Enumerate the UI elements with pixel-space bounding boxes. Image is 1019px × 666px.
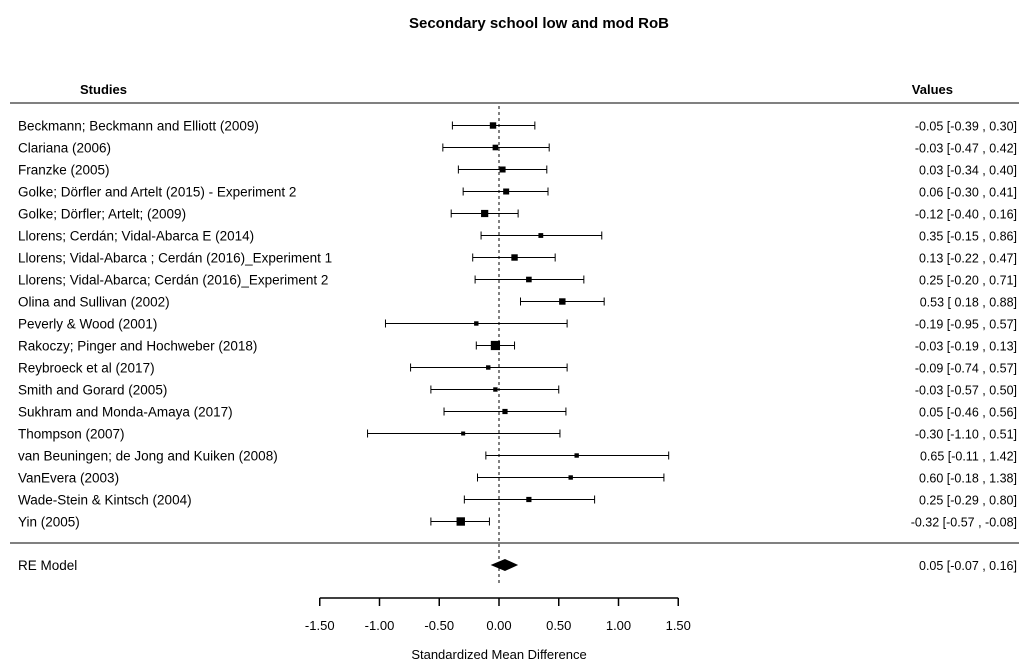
x-tick-label: -1.50 bbox=[305, 618, 335, 633]
study-row: Llorens; Cerdán; Vidal-Abarca E (2014) 0.… bbox=[18, 229, 1017, 244]
study-value-text: 0.25 [-0.20 , 0.71] bbox=[919, 274, 1017, 288]
point-estimate-square bbox=[574, 453, 579, 458]
study-label: Golke; Dörfler; Artelt; (2009) bbox=[18, 207, 186, 222]
study-value-text: 0.03 [-0.34 , 0.40] bbox=[919, 164, 1017, 178]
study-value-text: -0.30 [-1.10 , 0.51] bbox=[915, 428, 1017, 442]
point-estimate-square bbox=[568, 475, 573, 480]
study-row: Golke; Dörfler and Artelt (2015) - Exper… bbox=[18, 185, 1017, 200]
point-estimate-square bbox=[481, 209, 489, 218]
study-row: Llorens; Vidal-Abarca; Cerdán (2016)_Exp… bbox=[18, 273, 1017, 288]
study-label: Yin (2005) bbox=[18, 515, 80, 530]
study-row: VanEvera (2003) 0.60 [-0.18 , 1.38] bbox=[18, 471, 1017, 486]
point-estimate-square bbox=[526, 496, 532, 503]
study-label: Franzke (2005) bbox=[18, 163, 110, 178]
point-estimate-square bbox=[492, 144, 499, 151]
study-value-text: 0.65 [-0.11 , 1.42] bbox=[920, 450, 1017, 464]
study-value-text: -0.19 [-0.95 , 0.57] bbox=[915, 318, 1017, 332]
study-label: Reybroeck et al (2017) bbox=[18, 361, 155, 376]
study-label: Wade-Stein & Kintsch (2004) bbox=[18, 493, 192, 508]
study-row: Thompson (2007) -0.30 [-1.10 , 0.51] bbox=[18, 427, 1017, 442]
study-value-text: 0.53 [ 0.18 , 0.88] bbox=[920, 296, 1017, 310]
summary-row: RE Model 0.05 [-0.07 , 0.16] bbox=[18, 558, 1017, 573]
study-value-text: 0.13 [-0.22 , 0.47] bbox=[919, 252, 1017, 266]
summary-label: RE Model bbox=[18, 558, 77, 573]
x-axis-label: Standardized Mean Difference bbox=[411, 647, 586, 661]
point-estimate-square bbox=[490, 340, 501, 351]
study-value-text: -0.03 [-0.47 , 0.42] bbox=[915, 142, 1017, 156]
x-tick-label: 1.50 bbox=[666, 618, 691, 633]
study-row: Peverly & Wood (2001) -0.19 [-0.95 , 0.57… bbox=[18, 317, 1017, 332]
x-tick-label: 0.50 bbox=[546, 618, 571, 633]
study-label: Smith and Gorard (2005) bbox=[18, 383, 167, 398]
point-estimate-square bbox=[559, 298, 566, 305]
study-label: Peverly & Wood (2001) bbox=[18, 317, 157, 332]
point-estimate-square bbox=[502, 408, 508, 415]
study-label: Clariana (2006) bbox=[18, 141, 111, 156]
point-estimate-square bbox=[474, 321, 479, 326]
x-tick-label: 1.00 bbox=[606, 618, 631, 633]
study-value-text: -0.32 [-0.57 , -0.08] bbox=[911, 516, 1017, 530]
point-estimate-square bbox=[486, 365, 491, 370]
study-row: Smith and Gorard (2005) -0.03 [-0.57 , 0.… bbox=[18, 383, 1017, 398]
study-label: van Beuningen; de Jong and Kuiken (2008) bbox=[18, 449, 278, 464]
study-row: Olina and Sullivan (2002) 0.53 [ 0.18 , 0… bbox=[18, 295, 1017, 310]
study-label: Rakoczy; Pinger and Hochweber (2018) bbox=[18, 339, 257, 354]
point-estimate-square bbox=[456, 517, 465, 526]
study-value-text: -0.09 [-0.74 , 0.57] bbox=[915, 362, 1017, 376]
studies-column-header: Studies bbox=[80, 82, 127, 97]
study-label: Sukhram and Monda-Amaya (2017) bbox=[18, 405, 233, 420]
study-value-text: -0.03 [-0.57 , 0.50] bbox=[915, 384, 1017, 398]
values-column-header: Values bbox=[912, 82, 953, 97]
summary-diamond bbox=[490, 559, 519, 571]
point-estimate-square bbox=[503, 188, 510, 195]
study-value-text: 0.25 [-0.29 , 0.80] bbox=[919, 494, 1017, 508]
study-value-text: -0.12 [-0.40 , 0.16] bbox=[915, 208, 1017, 222]
study-row: Sukhram and Monda-Amaya (2017) 0.05 [-0.4… bbox=[18, 405, 1017, 420]
chart-title: Secondary school low and mod RoB bbox=[409, 15, 669, 32]
x-tick-label: 0.00 bbox=[486, 618, 511, 633]
study-row: van Beuningen; de Jong and Kuiken (2008)… bbox=[18, 449, 1017, 464]
study-row: Golke; Dörfler; Artelt; (2009) -0.12 [-0.… bbox=[18, 207, 1017, 222]
x-axis: -1.50 -1.00 -0.50 0.00 0.50 1.00 1.50 bbox=[305, 597, 691, 633]
study-row: Yin (2005) -0.32 [-0.57 , -0.08] bbox=[18, 515, 1017, 530]
study-label: VanEvera (2003) bbox=[18, 471, 119, 486]
study-row: Rakoczy; Pinger and Hochweber (2018) -0.0… bbox=[18, 339, 1017, 354]
study-label: Beckmann; Beckmann and Elliott (2009) bbox=[18, 119, 259, 134]
point-estimate-square bbox=[526, 276, 532, 283]
study-rows: Beckmann; Beckmann and Elliott (2009) -0.… bbox=[18, 119, 1017, 530]
point-estimate-square bbox=[499, 166, 506, 173]
study-value-text: 0.35 [-0.15 , 0.86] bbox=[919, 230, 1017, 244]
study-value-text: 0.06 [-0.30 , 0.41] bbox=[919, 186, 1017, 200]
study-row: Wade-Stein & Kintsch (2004) 0.25 [-0.29 ,… bbox=[18, 493, 1017, 508]
point-estimate-square bbox=[538, 233, 544, 238]
study-label: Llorens; Cerdán; Vidal-Abarca E (2014) bbox=[18, 229, 254, 244]
study-label: Olina and Sullivan (2002) bbox=[18, 295, 170, 310]
study-value-text: -0.05 [-0.39 , 0.30] bbox=[915, 120, 1017, 134]
study-value-text: -0.03 [-0.19 , 0.13] bbox=[915, 340, 1017, 354]
study-label: Thompson (2007) bbox=[18, 427, 125, 442]
study-value-text: 0.60 [-0.18 , 1.38] bbox=[919, 472, 1017, 486]
study-row: Reybroeck et al (2017) -0.09 [-0.74 , 0.5… bbox=[18, 361, 1017, 376]
study-row: Clariana (2006) -0.03 [-0.47 , 0.42] bbox=[18, 141, 1017, 156]
study-value-text: 0.05 [-0.46 , 0.56] bbox=[919, 406, 1017, 420]
summary-value-text: 0.05 [-0.07 , 0.16] bbox=[919, 559, 1017, 573]
study-row: Llorens; Vidal-Abarca ; Cerdán (2016)_Ex… bbox=[18, 251, 1017, 266]
study-row: Beckmann; Beckmann and Elliott (2009) -0.… bbox=[18, 119, 1017, 134]
point-estimate-square bbox=[493, 387, 498, 392]
study-row: Franzke (2005) 0.03 [-0.34 , 0.40] bbox=[18, 163, 1017, 178]
point-estimate-square bbox=[489, 122, 497, 129]
study-label: Llorens; Vidal-Abarca ; Cerdán (2016)_Ex… bbox=[18, 251, 332, 266]
study-label: Golke; Dörfler and Artelt (2015) - Exper… bbox=[18, 185, 296, 200]
x-tick-label: -1.00 bbox=[365, 618, 395, 633]
point-estimate-square bbox=[461, 431, 466, 436]
study-label: Llorens; Vidal-Abarca; Cerdán (2016)_Exp… bbox=[18, 273, 328, 288]
x-tick-label: -0.50 bbox=[424, 618, 454, 633]
point-estimate-square bbox=[511, 254, 518, 261]
